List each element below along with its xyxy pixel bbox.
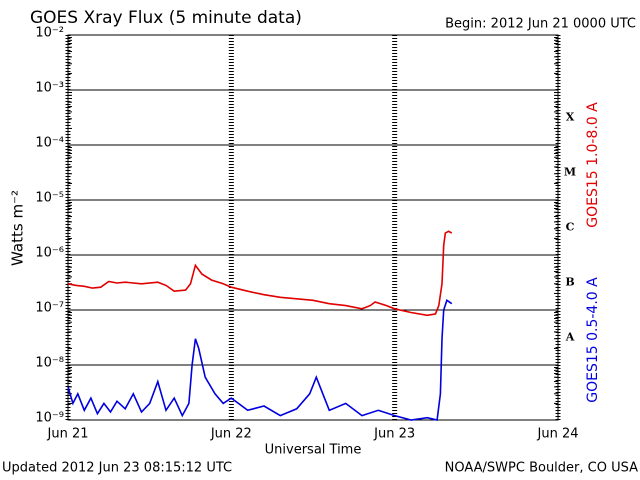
chart-title: GOES Xray Flux (5 minute data) <box>30 8 302 28</box>
flare-class: A <box>565 331 575 344</box>
flare-class: X <box>566 111 575 124</box>
y-tick-label: 10⁻³ <box>35 81 64 96</box>
y-tick-label: 10⁻⁵ <box>35 191 64 206</box>
x-tick-label: Jun 22 <box>210 427 252 442</box>
flare-class: M <box>564 166 576 179</box>
legend-label: GOES15 0.5-4.0 A <box>585 277 601 403</box>
x-axis-label: Universal Time <box>265 443 362 458</box>
y-tick-label: 10⁻⁸ <box>35 356 64 371</box>
y-tick-label: 10⁻⁴ <box>35 136 64 151</box>
y-tick-label: 10⁻⁷ <box>35 301 64 316</box>
y-tick-label: 10⁻⁹ <box>35 411 64 426</box>
series-line <box>67 299 453 421</box>
flare-class: C <box>566 221 575 234</box>
footer-left: Updated 2012 Jun 23 08:15:12 UTC <box>2 461 232 476</box>
y-axis-label: Watts m⁻² <box>9 190 27 266</box>
y-tick-label: 10⁻⁶ <box>35 246 64 261</box>
legend-label: GOES15 1.0-8.0 A <box>585 102 601 228</box>
x-tick-label: Jun 21 <box>47 427 89 442</box>
plot-frame <box>67 34 559 421</box>
x-tick-label: Jun 23 <box>373 427 415 442</box>
flare-class: B <box>565 276 574 289</box>
footer-right: NOAA/SWPC Boulder, CO USA <box>445 461 638 476</box>
y-tick-label: 10⁻² <box>35 26 64 41</box>
chart-subtitle: Begin: 2012 Jun 21 0000 UTC <box>445 17 636 32</box>
x-tick-label: Jun 24 <box>537 427 579 442</box>
series-line <box>67 230 453 317</box>
